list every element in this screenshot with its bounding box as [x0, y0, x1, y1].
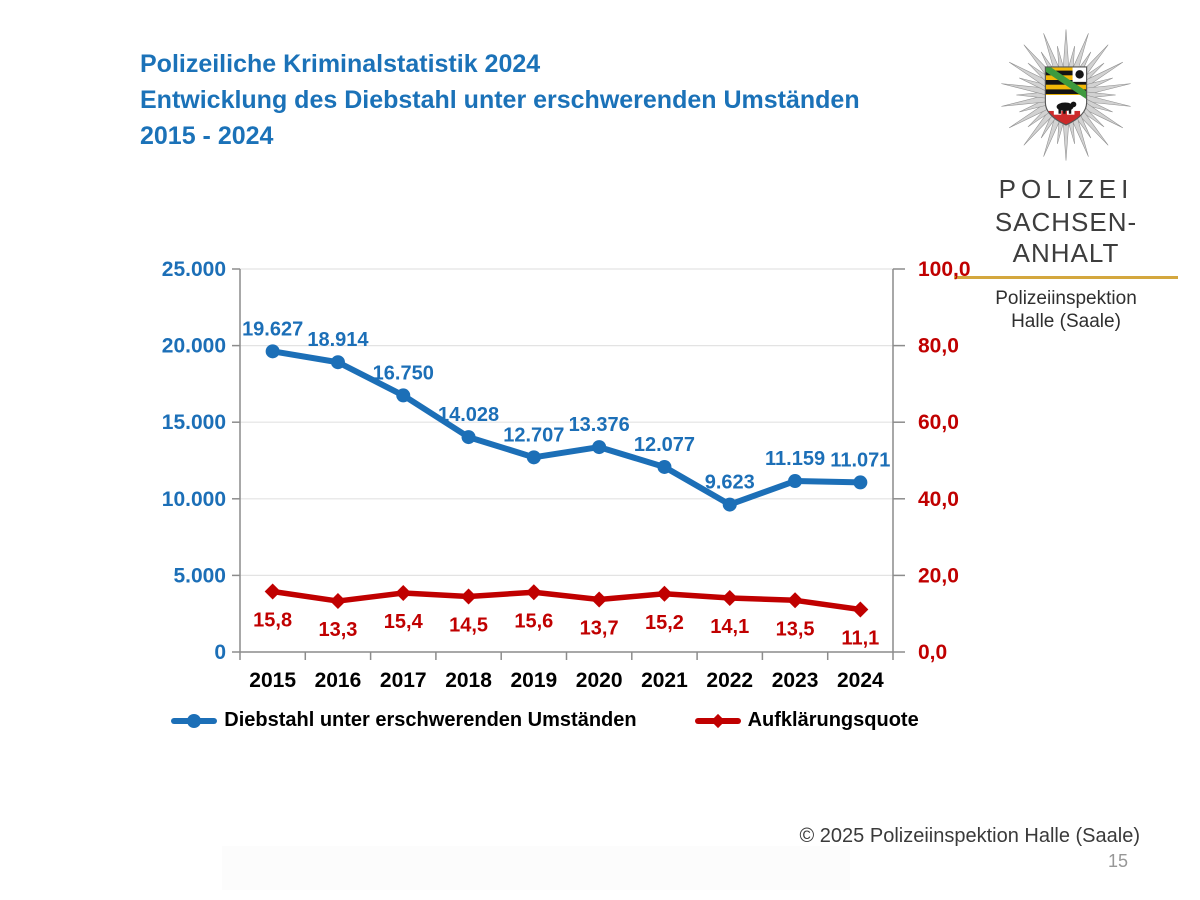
- data-point-marker: [853, 475, 868, 490]
- data-label: 12.077: [634, 434, 695, 456]
- x-axis-category-label: 2015: [249, 669, 296, 692]
- data-point-marker: [525, 584, 542, 601]
- copyright-text: © 2025 Polizeiinspektion Halle (Saale): [799, 825, 1140, 847]
- data-point-marker: [722, 497, 737, 512]
- left-axis-tick-label: 0: [214, 641, 226, 664]
- watermark: [222, 846, 850, 890]
- diamond-marker-icon: [710, 713, 725, 728]
- data-point-marker: [329, 593, 346, 610]
- logo-divider: [954, 276, 1178, 279]
- page-number: 15: [1107, 851, 1128, 871]
- data-label: 19.627: [242, 318, 303, 340]
- data-point-marker: [396, 388, 411, 403]
- left-axis-tick-label: 10.000: [162, 488, 226, 511]
- x-axis-category-label: 2017: [380, 669, 427, 692]
- x-axis-category-label: 2022: [706, 669, 753, 692]
- data-label: 13,3: [318, 619, 357, 641]
- right-axis-tick-label: 100,0: [918, 258, 971, 281]
- x-axis-category-label: 2023: [772, 669, 819, 692]
- right-axis-tick-label: 20,0: [918, 564, 959, 587]
- legend-item-aufklaerungsquote: Aufklärungsquote: [694, 709, 919, 732]
- circle-marker-icon: [187, 713, 202, 728]
- police-star-badge: [1001, 29, 1131, 161]
- data-point-marker: [592, 440, 607, 455]
- x-axis-category-label: 2018: [445, 669, 492, 692]
- title-line-2: Entwicklung des Diebstahl unter erschwer…: [140, 86, 860, 114]
- data-label: 15,6: [514, 610, 553, 632]
- logo-org-line1: POLIZEI: [998, 174, 1134, 204]
- slide-title: Polizeiliche Kriminalstatistik 2024 Entw…: [140, 46, 860, 154]
- data-label: 18.914: [307, 329, 369, 351]
- legend-label-aufklaerungsquote: Aufklärungsquote: [747, 709, 919, 731]
- x-axis-category-label: 2021: [641, 669, 688, 692]
- data-label: 16.750: [373, 362, 434, 384]
- data-point-marker: [264, 583, 281, 600]
- logo-org-line2: SACHSEN-ANHALT: [994, 207, 1138, 268]
- right-axis-tick-label: 80,0: [918, 335, 959, 358]
- data-label: 14.028: [438, 404, 499, 426]
- data-point-marker: [656, 585, 673, 602]
- x-axis-category-label: 2024: [837, 669, 884, 692]
- data-point-marker: [788, 474, 803, 489]
- data-label: 11.159: [765, 448, 825, 470]
- x-axis-category-label: 2016: [315, 669, 362, 692]
- data-label: 15,4: [384, 611, 424, 633]
- data-label: 13.376: [569, 414, 630, 436]
- left-axis-tick-label: 25.000: [162, 258, 226, 281]
- data-label: 13,7: [580, 618, 619, 640]
- data-point-marker: [657, 459, 672, 474]
- right-axis-tick-label: 0,0: [918, 641, 947, 664]
- title-line-1: Polizeiliche Kriminalstatistik 2024: [140, 50, 541, 78]
- data-label: 15,2: [645, 612, 684, 634]
- data-label: 11,1: [841, 627, 879, 649]
- legend-line-diamond-marker: [694, 713, 741, 728]
- series-line-1: [269, 588, 864, 613]
- data-point-marker: [721, 589, 738, 606]
- logo-dept-line1: Polizeiinspektion: [995, 288, 1137, 309]
- data-label: 15,8: [253, 609, 292, 631]
- data-point-marker: [787, 592, 804, 609]
- data-label: 9.623: [705, 472, 755, 494]
- data-point-marker: [526, 450, 541, 465]
- data-label: 12.707: [503, 424, 564, 446]
- logo-dept-line2: Halle (Saale): [1011, 311, 1121, 332]
- data-label: 11.071: [830, 449, 890, 471]
- data-point-marker: [265, 344, 280, 359]
- data-point-marker: [395, 585, 412, 602]
- data-point-marker: [330, 355, 345, 370]
- data-label: 14,5: [449, 614, 488, 636]
- legend-item-diebstahl: Diebstahl unter erschwerenden Umständen: [171, 709, 637, 732]
- chart-legend: Diebstahl unter erschwerenden Umständen …: [140, 709, 950, 732]
- data-point-marker: [460, 588, 477, 605]
- left-axis-tick-label: 15.000: [162, 411, 226, 434]
- series-line-0: [269, 348, 864, 508]
- left-axis-tick-label: 5.000: [173, 564, 226, 587]
- title-line-3: 2015 - 2024: [140, 122, 274, 150]
- data-label: 13,5: [776, 618, 815, 640]
- right-axis-tick-label: 40,0: [918, 488, 959, 511]
- coat-of-arms: [1045, 66, 1087, 125]
- legend-label-diebstahl: Diebstahl unter erschwerenden Umständen: [224, 709, 637, 731]
- logo-block: POLIZEI SACHSEN-ANHALT Polizeiinspektion…: [950, 20, 1182, 333]
- data-point-marker: [461, 430, 476, 445]
- x-axis-category-label: 2020: [576, 669, 623, 692]
- legend-line-circle-marker: [171, 713, 218, 728]
- data-label: 14,1: [710, 616, 749, 638]
- data-point-marker: [591, 591, 608, 608]
- left-axis-tick-label: 20.000: [162, 335, 226, 358]
- data-point-marker: [852, 601, 869, 618]
- right-axis-tick-label: 60,0: [918, 411, 959, 434]
- x-axis-category-label: 2019: [510, 669, 557, 692]
